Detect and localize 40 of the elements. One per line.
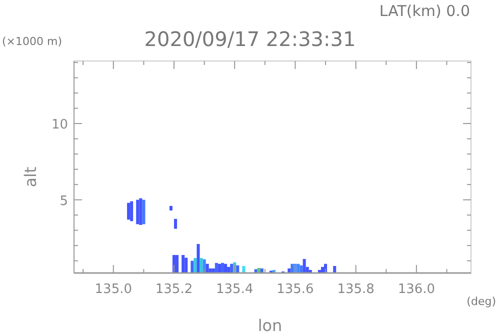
x-tick-label: 135.4 <box>216 282 254 297</box>
bar <box>169 206 172 210</box>
bar <box>142 200 146 224</box>
x-tick-label: 135.2 <box>155 282 193 297</box>
bar <box>333 266 336 273</box>
text: (×1000 m) <box>2 35 62 48</box>
bar <box>214 262 218 273</box>
x-tick-label: 136.0 <box>398 282 436 297</box>
bar <box>254 269 258 273</box>
bar <box>242 266 246 273</box>
bar <box>200 258 203 273</box>
bar <box>230 264 234 273</box>
y-tick-label: 5 <box>60 194 68 209</box>
x-tick-label: 135.6 <box>276 282 314 297</box>
text: (deg) <box>466 295 496 308</box>
x-axis-title: lon <box>258 316 282 335</box>
bar <box>290 264 294 273</box>
bar <box>224 264 228 273</box>
bar <box>139 198 142 225</box>
bar <box>206 264 209 273</box>
bar <box>184 258 188 273</box>
bar <box>302 258 306 273</box>
bar <box>236 265 240 273</box>
bar <box>296 264 300 273</box>
bar <box>174 218 178 229</box>
bar <box>196 244 200 273</box>
y-axis-title: alt <box>21 166 40 188</box>
bar <box>176 255 179 273</box>
bar <box>136 200 140 224</box>
chart-title: 2020/09/17 22:33:31 <box>144 27 356 51</box>
bar <box>300 265 303 273</box>
bar <box>182 255 185 273</box>
x-tick-label: 135.0 <box>94 282 132 297</box>
bar <box>130 201 134 222</box>
y-tick-label: 10 <box>51 118 68 133</box>
bar <box>194 258 197 273</box>
bar <box>127 202 130 220</box>
bar <box>190 260 194 273</box>
x-tick-label: 135.8 <box>337 282 374 297</box>
text: LAT(km) 0.0 <box>379 2 470 20</box>
